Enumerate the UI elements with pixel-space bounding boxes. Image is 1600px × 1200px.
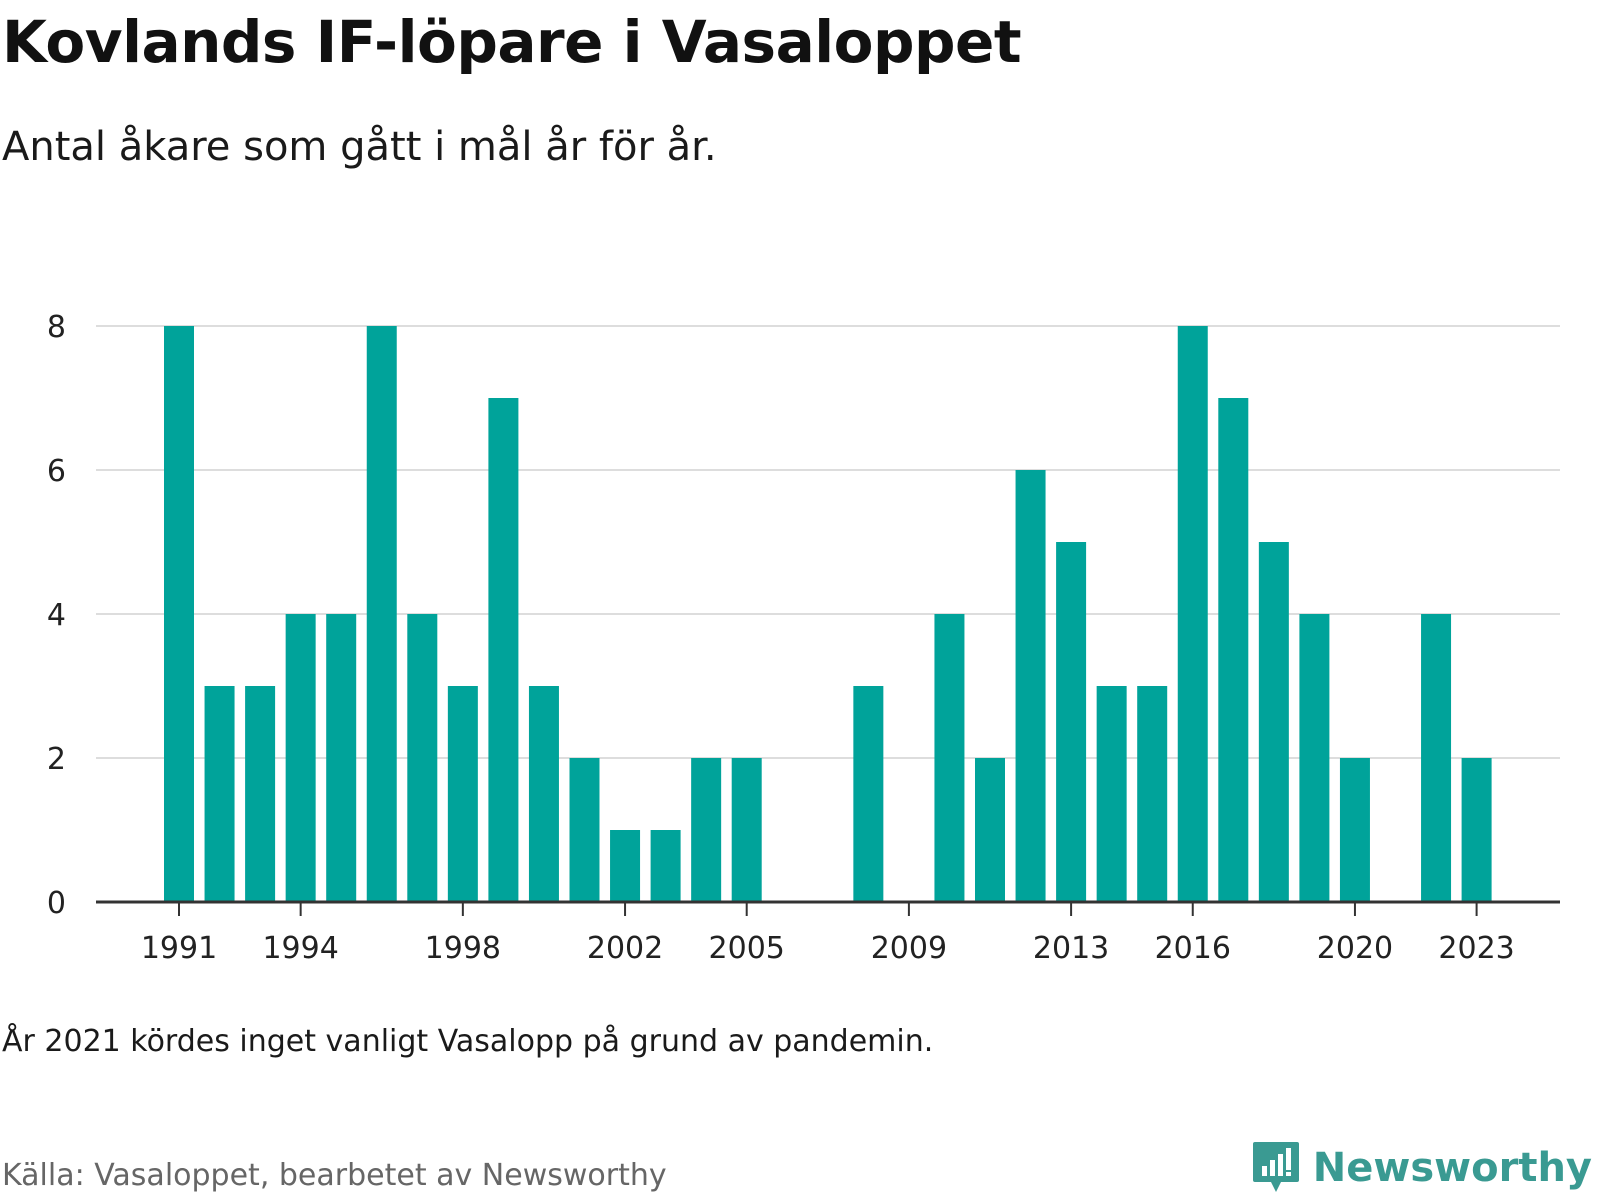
- bar-1991: [164, 326, 194, 902]
- bar-2014: [1096, 686, 1127, 902]
- bar-2008: [853, 686, 884, 902]
- bar-2023: [1461, 758, 1492, 902]
- x-axis: 1991 1994 1998 2002 2005 2009 2013 2016 2020 2023: [96, 900, 1560, 966]
- y-tick-label-2: 2: [47, 742, 66, 777]
- bar-2015: [1137, 686, 1168, 902]
- bar-2016: [1177, 326, 1208, 902]
- bar-2019: [1299, 614, 1330, 902]
- y-tick-label-8: 8: [47, 310, 66, 345]
- bar-2005: [731, 758, 762, 902]
- y-tick-label-0: 0: [47, 886, 66, 921]
- x-tick-label-2016: 2016: [1155, 931, 1231, 966]
- bar-1995: [326, 614, 357, 902]
- bar-1997: [407, 614, 438, 902]
- chart-subtitle: Antal åkare som gått i mål år för år.: [2, 124, 717, 170]
- bar-2002: [610, 830, 641, 902]
- x-tick-label-2020: 2020: [1317, 931, 1393, 966]
- newsworthy-logo-icon: [1252, 1142, 1299, 1192]
- bar-1998: [447, 686, 478, 902]
- y-axis: 0 2 4 6 8: [47, 310, 66, 921]
- x-tick-label-2013: 2013: [1033, 931, 1109, 966]
- x-tick-label-2002: 2002: [587, 931, 663, 966]
- bar-2013: [1056, 542, 1087, 902]
- bar-2000: [528, 686, 559, 902]
- x-tick-label-2005: 2005: [709, 931, 785, 966]
- x-tick-label-2023: 2023: [1438, 931, 1514, 966]
- bar-2010: [934, 614, 965, 902]
- x-tick-label-1991: 1991: [141, 931, 217, 966]
- bar-2018: [1258, 542, 1289, 902]
- y-tick-label-4: 4: [47, 598, 66, 633]
- bar-1993: [245, 686, 276, 902]
- bar-2011: [975, 758, 1005, 902]
- bar-2004: [691, 758, 722, 902]
- y-tick-label-6: 6: [47, 454, 66, 489]
- bar-2022: [1421, 614, 1452, 902]
- bar-1994: [285, 614, 316, 902]
- bars: [164, 326, 1492, 902]
- bar-2003: [650, 830, 681, 902]
- brand-name: Newsworthy: [1312, 1145, 1592, 1191]
- source-text: Källa: Vasaloppet, bearbetet av Newswort…: [2, 1158, 667, 1193]
- chart-title: Kovlands IF-löpare i Vasaloppet: [2, 8, 1022, 76]
- bar-1996: [366, 326, 397, 902]
- bar-chart: 1991 1994 1998 2002 2005 2009 2013 2016 2020 2023…: [47, 310, 1560, 966]
- brand[interactable]: Newsworthy: [1251, 1140, 1592, 1196]
- x-tick-label-2009: 2009: [871, 931, 947, 966]
- x-tick-label-1998: 1998: [425, 931, 501, 966]
- bar-2001: [569, 758, 600, 902]
- chart-note: År 2021 kördes inget vanligt Vasalopp på…: [2, 1024, 934, 1059]
- bar-2017: [1218, 398, 1249, 902]
- bar-2012: [1015, 470, 1046, 902]
- x-tick-label-1994: 1994: [262, 931, 338, 966]
- bar-1999: [488, 398, 519, 902]
- bar-2020: [1339, 758, 1370, 902]
- bar-1992: [204, 686, 235, 902]
